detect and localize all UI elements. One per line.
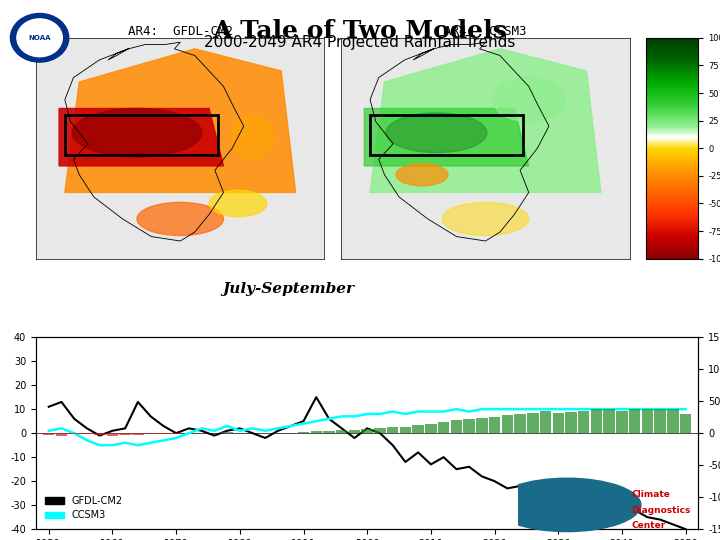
Ellipse shape	[72, 109, 202, 157]
CCSM3	[490, 406, 499, 413]
Bar	[413, 425, 424, 433]
Bar	[590, 409, 602, 433]
CCSM3	[45, 428, 53, 434]
Legend: GFDL-CM2, CCSM3: GFDL-CM2, CCSM3	[41, 492, 127, 524]
Bar	[387, 427, 398, 433]
Bar	[81, 433, 93, 434]
GFDL-CM2	[477, 473, 486, 480]
Ellipse shape	[492, 78, 564, 122]
Bar	[310, 431, 322, 433]
Bar	[400, 427, 411, 433]
Bar	[370, 115, 523, 155]
Bar	[565, 412, 577, 433]
Bar	[464, 419, 474, 433]
Bar	[171, 433, 182, 434]
Bar	[348, 430, 360, 433]
Line: GFDL-CM2: GFDL-CM2	[49, 397, 685, 529]
Bar	[120, 433, 131, 435]
Bar	[578, 411, 590, 433]
Bar	[425, 423, 436, 433]
GFDL-CM2	[681, 526, 690, 532]
CCSM3	[261, 428, 269, 434]
Circle shape	[493, 478, 641, 531]
Bar	[680, 414, 691, 433]
Polygon shape	[59, 109, 223, 166]
Bar	[374, 428, 386, 433]
Text: 2000-2049 AR4 Projected Rainfall Trends: 2000-2049 AR4 Projected Rainfall Trends	[204, 35, 516, 50]
CCSM3	[197, 425, 206, 431]
GFDL-CM2	[312, 394, 320, 400]
Bar	[642, 409, 653, 433]
GFDL-CM2	[669, 521, 678, 528]
Ellipse shape	[137, 202, 223, 235]
Bar	[667, 409, 679, 433]
Bar	[107, 433, 118, 436]
CCSM3	[528, 406, 537, 413]
Title: AR4:  CCSM3: AR4: CCSM3	[444, 25, 527, 38]
Bar	[603, 409, 615, 433]
Bar	[55, 433, 67, 436]
Ellipse shape	[396, 164, 448, 186]
Text: Climate: Climate	[631, 490, 670, 499]
CCSM3	[95, 442, 104, 448]
Polygon shape	[370, 49, 601, 192]
Bar	[654, 409, 666, 433]
Bar	[502, 415, 513, 433]
Text: Diagnostics: Diagnostics	[631, 506, 690, 515]
Line: CCSM3: CCSM3	[49, 409, 685, 445]
Text: NOAA: NOAA	[28, 35, 51, 41]
Bar	[43, 433, 55, 435]
GFDL-CM2	[248, 430, 257, 436]
CCSM3	[248, 425, 257, 431]
Bar	[68, 433, 80, 435]
Bar	[438, 422, 449, 433]
CCSM3	[669, 406, 678, 413]
Text: A Tale of Two Models: A Tale of Two Models	[212, 19, 508, 43]
Bar	[616, 411, 628, 433]
Polygon shape	[65, 49, 296, 192]
Bar	[361, 429, 373, 433]
Bar	[476, 418, 487, 433]
Bar	[540, 411, 552, 433]
Bar	[298, 432, 309, 433]
Bar	[451, 420, 462, 433]
Ellipse shape	[230, 115, 274, 159]
GFDL-CM2	[235, 425, 244, 431]
Circle shape	[11, 14, 69, 62]
Bar	[158, 433, 169, 434]
Ellipse shape	[442, 202, 528, 235]
Text: Center: Center	[631, 522, 665, 530]
Title: AR4:  GFDL-CM2: AR4: GFDL-CM2	[127, 25, 233, 38]
Polygon shape	[364, 109, 528, 166]
Bar	[65, 115, 217, 155]
GFDL-CM2	[184, 425, 193, 431]
Ellipse shape	[386, 113, 487, 153]
Text: July-September: July-September	[222, 282, 354, 296]
Bar	[552, 413, 564, 433]
Bar	[94, 433, 105, 435]
Bar	[629, 409, 640, 433]
Bar	[221, 432, 233, 433]
Bar	[132, 433, 143, 435]
CCSM3	[681, 406, 690, 413]
Bar	[489, 416, 500, 433]
Bar	[514, 414, 526, 433]
Ellipse shape	[209, 190, 267, 217]
GFDL-CM2	[45, 403, 53, 410]
Circle shape	[17, 19, 63, 57]
GFDL-CM2	[516, 483, 524, 489]
Bar	[336, 430, 348, 433]
CCSM3	[452, 406, 461, 413]
Bar	[145, 433, 156, 435]
Bar	[323, 430, 335, 433]
Bar	[527, 413, 539, 433]
